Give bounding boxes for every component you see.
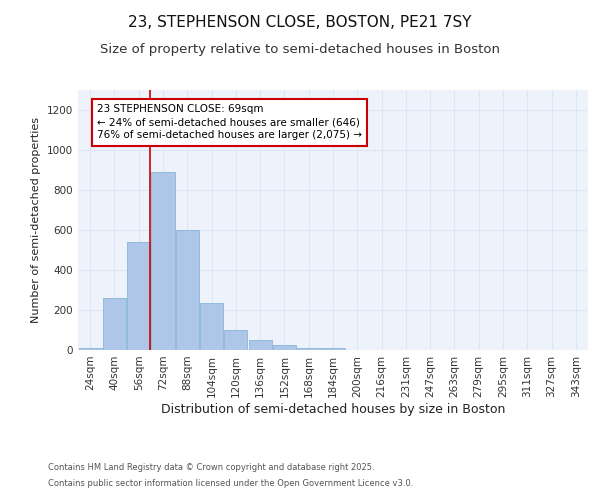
Bar: [151, 172, 175, 350]
Bar: [248, 340, 272, 350]
Text: Size of property relative to semi-detached houses in Boston: Size of property relative to semi-detach…: [100, 42, 500, 56]
X-axis label: Distribution of semi-detached houses by size in Boston: Distribution of semi-detached houses by …: [161, 402, 505, 415]
Text: 23 STEPHENSON CLOSE: 69sqm
← 24% of semi-detached houses are smaller (646)
76% o: 23 STEPHENSON CLOSE: 69sqm ← 24% of semi…: [97, 104, 362, 141]
Bar: [224, 330, 247, 350]
Bar: [79, 348, 101, 350]
Text: Contains HM Land Registry data © Crown copyright and database right 2025.: Contains HM Land Registry data © Crown c…: [48, 464, 374, 472]
Text: 23, STEPHENSON CLOSE, BOSTON, PE21 7SY: 23, STEPHENSON CLOSE, BOSTON, PE21 7SY: [128, 15, 472, 30]
Bar: [322, 348, 344, 350]
Bar: [127, 242, 150, 350]
Bar: [176, 230, 199, 350]
Y-axis label: Number of semi-detached properties: Number of semi-detached properties: [31, 117, 41, 323]
Bar: [273, 345, 296, 350]
Text: Contains public sector information licensed under the Open Government Licence v3: Contains public sector information licen…: [48, 478, 413, 488]
Bar: [297, 348, 320, 350]
Bar: [200, 303, 223, 350]
Bar: [103, 298, 126, 350]
